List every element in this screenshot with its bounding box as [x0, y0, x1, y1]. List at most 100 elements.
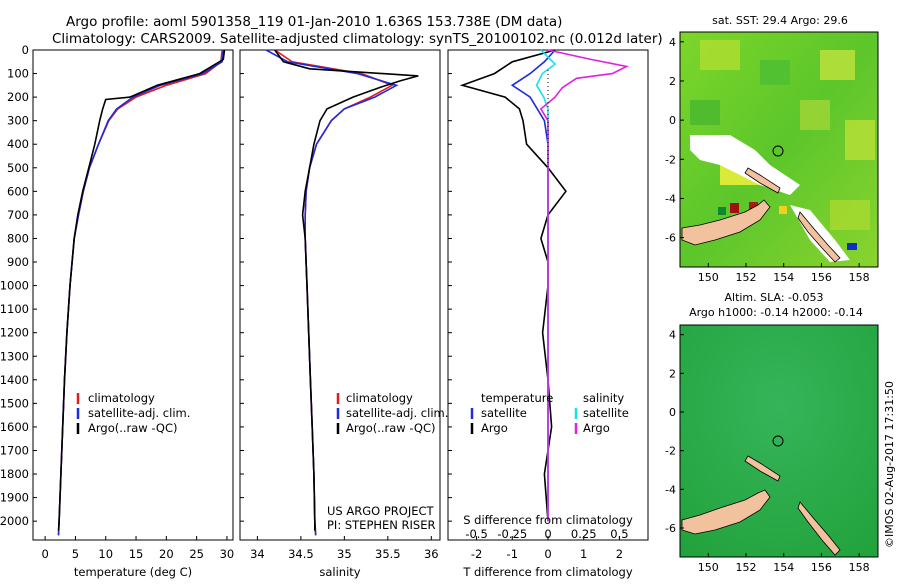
- depth-tick-label: 300: [7, 114, 29, 128]
- map-y-tick-label: -6: [665, 232, 676, 245]
- x-tick-label: 0: [41, 547, 48, 561]
- sla-argo-location-marker: [772, 435, 784, 447]
- map-y-tick-label: 2: [669, 367, 676, 380]
- depth-tick-label: 100: [7, 67, 29, 81]
- sst-cool-cell: [718, 207, 726, 215]
- legend-label: Argo(..raw -QC): [88, 421, 178, 435]
- map-y-tick-label: 4: [669, 36, 676, 49]
- difference-legend: temperature salinity satellite Argo sate…: [470, 391, 629, 435]
- s-diff-label: S difference from climatology: [463, 513, 633, 527]
- depth-tick-label: 900: [7, 255, 29, 269]
- sla-land-bougainville: [797, 501, 841, 556]
- salinity-plot-frame: [239, 49, 441, 541]
- s-diff-tick-label: -0.5: [465, 527, 487, 541]
- depth-tick-label: 2000: [0, 514, 29, 528]
- project-label: US ARGO PROJECT: [327, 504, 435, 518]
- x-tick-label: 2: [616, 547, 623, 561]
- x-tick-label: 35.5: [375, 547, 401, 561]
- sla-map-ticks: 4 2 0 -2 -4 -6 150 152 154 156 158: [665, 329, 870, 574]
- series-line-satellite-adj-clim-: [57, 49, 225, 536]
- series-line-argo-raw-qc-: [274, 49, 419, 531]
- depth-axis: 0 100 200 300 400 500 600 700 800 900 1000 1100 1200…: [0, 43, 452, 528]
- depth-tick-label: 800: [7, 231, 29, 245]
- title-line-2: Climatology: CARS2009. Satellite-adjuste…: [52, 31, 663, 47]
- sst-patches: [690, 40, 875, 230]
- t-diff-x-ticks: -2 -1 0 1 2: [471, 536, 623, 561]
- x-tick-label: 5: [72, 547, 79, 561]
- title-line-1: Argo profile: aoml 5901358_119 01-Jan-20…: [66, 14, 562, 30]
- series-line-climatology: [274, 49, 395, 536]
- x-tick-label: -1: [507, 547, 518, 561]
- map-x-tick-label: 158: [849, 561, 870, 574]
- depth-tick-label: 1100: [0, 302, 29, 316]
- depth-tick-label: 500: [7, 161, 29, 175]
- map-x-tick-label: 156: [811, 561, 832, 574]
- map-x-tick-label: 152: [736, 561, 757, 574]
- depth-tick-label: 1000: [0, 279, 29, 293]
- legend-title-salinity: salinity: [583, 391, 624, 405]
- series-line-salinity-argo: [539, 49, 630, 522]
- s-diff-tick-label: 0: [544, 527, 551, 541]
- series-line-climatology: [57, 49, 223, 536]
- x-tick-label: 36: [424, 547, 439, 561]
- map-x-tick-label: 150: [698, 271, 719, 284]
- depth-tick-label: 1200: [0, 326, 29, 340]
- depth-tick-label: 1700: [0, 443, 29, 457]
- legend-label: Argo(..raw -QC): [346, 421, 436, 435]
- map-x-tick-label: 154: [773, 271, 794, 284]
- sst-cold-cell: [847, 243, 857, 250]
- x-tick-label: 34.5: [288, 547, 314, 561]
- map-x-tick-label: 158: [849, 271, 870, 284]
- sla-land-new-guinea: [681, 489, 771, 535]
- s-diff-x-ticks: -0.5 -0.25 0 0.25 0.5: [465, 527, 628, 541]
- salinity-x-label: salinity: [319, 565, 360, 579]
- depth-tick-label: 0: [22, 43, 29, 57]
- sst-land-new-ireland: [744, 167, 781, 194]
- sst-land-new-guinea: [681, 199, 771, 246]
- x-tick-label: 25: [189, 547, 204, 561]
- map-y-tick-label: -4: [665, 192, 676, 205]
- depth-tick-label: 200: [7, 90, 29, 104]
- depth-tick-label: 600: [7, 184, 29, 198]
- temperature-legend: climatology satellite-adj. clim. Argo(..…: [76, 391, 190, 435]
- legend-label: satellite-adj. clim.: [346, 406, 448, 420]
- s-diff-tick-label: 0.25: [571, 527, 597, 541]
- sst-map-ticks: 4 2 0 -2 -4 -6 150 152 154 156 158: [665, 36, 870, 284]
- map-y-tick-label: 0: [669, 114, 676, 127]
- legend-label: satellite-adj. clim.: [88, 406, 190, 420]
- map-y-tick-label: 4: [669, 329, 676, 342]
- map-x-tick-label: 156: [811, 271, 832, 284]
- depth-tick-label: 1400: [0, 373, 29, 387]
- x-tick-label: 10: [98, 547, 113, 561]
- t-diff-x-label: T difference from climatology: [462, 565, 633, 579]
- sla-map-title-2: Argo h1000: -0.14 h2000: -0.14: [689, 306, 863, 319]
- temperature-x-ticks: 0 5 10 15 20 25 30: [41, 536, 234, 561]
- map-y-tick-label: -2: [665, 445, 676, 458]
- map-x-tick-label: 150: [698, 561, 719, 574]
- map-y-tick-label: -6: [665, 522, 676, 535]
- sst-map: [679, 31, 879, 268]
- series-line-satellite-adj-clim-: [265, 49, 399, 536]
- sst-land-bougainville: [797, 211, 841, 263]
- difference-series: [459, 49, 630, 522]
- pi-label: PI: STEPHEN RISER: [327, 518, 436, 532]
- series-line-temperature-argo: [459, 49, 567, 522]
- salinity-series: [265, 49, 419, 536]
- legend-label: climatology: [88, 391, 155, 405]
- legend-label: Argo: [481, 421, 508, 435]
- depth-tick-label: 1800: [0, 467, 29, 481]
- map-y-tick-label: -2: [665, 153, 676, 166]
- x-tick-label: 0: [544, 547, 551, 561]
- salinity-x-ticks: 34 34.5 35 35.5 36: [250, 536, 439, 561]
- legend-label: climatology: [346, 391, 413, 405]
- s-diff-tick-label: 0.5: [610, 527, 628, 541]
- x-tick-label: -2: [471, 547, 482, 561]
- sla-land-new-ireland: [744, 455, 781, 482]
- x-tick-label: 35: [337, 547, 352, 561]
- sst-argo-location-marker: [772, 145, 784, 157]
- series-line-salinity-satellite: [535, 49, 557, 522]
- sst-missing-data: [690, 135, 800, 195]
- temperature-series: [57, 49, 226, 536]
- series-line-argo-raw-qc-: [57, 49, 226, 531]
